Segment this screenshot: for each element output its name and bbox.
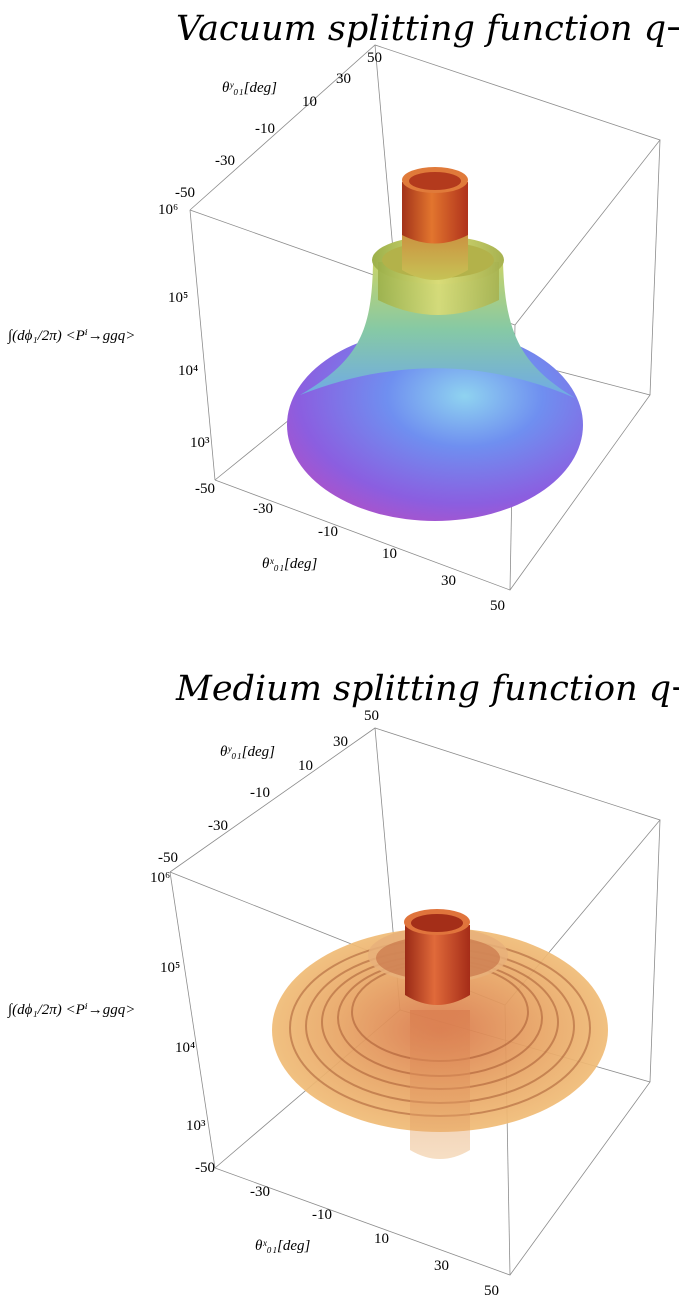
vacuum-x-tick: 30 [441, 573, 456, 589]
medium-z-axis-label: ∫(dϕ₁/2π) <Pⁱ→ggq> [7, 1002, 135, 1018]
vacuum-panel: Vacuum splitting function q→ggq -50 -3 [7, 9, 679, 614]
vacuum-surface [287, 167, 583, 521]
vacuum-x-tick: -50 [195, 481, 215, 497]
medium-x-tick: 10 [374, 1231, 389, 1247]
vacuum-y-axis: -50 -30 -10 10 30 50 θʸ₀₁[deg] [175, 50, 382, 201]
medium-y-tick: -50 [158, 850, 178, 866]
vacuum-x-tick: -10 [318, 524, 338, 540]
vacuum-title: Vacuum splitting function q→ggq [176, 9, 679, 49]
vacuum-surface-stem [402, 182, 468, 244]
medium-surface-stem-lower [410, 1010, 470, 1159]
medium-x-axis: -50 -30 -10 10 30 50 θˣ₀₁[deg] [195, 1160, 499, 1299]
vacuum-surface-flare [300, 262, 575, 398]
vacuum-y-tick: 30 [336, 71, 351, 87]
medium-title: Medium splitting function q→ggq [175, 669, 679, 709]
medium-x-tick: 30 [434, 1258, 449, 1274]
medium-z-tick: 10⁵ [160, 960, 180, 976]
vacuum-surface-stem-hole [409, 172, 461, 190]
medium-y-tick: 50 [364, 708, 379, 724]
medium-z-tick: 10⁴ [175, 1040, 195, 1056]
medium-x-tick: -30 [250, 1184, 270, 1200]
vacuum-z-tick: 10⁵ [168, 290, 188, 306]
medium-y-tick: 10 [298, 758, 313, 774]
medium-x-tick: -10 [312, 1207, 332, 1223]
vacuum-x-axis-label: θˣ₀₁[deg] [262, 556, 318, 572]
vacuum-x-tick: -30 [253, 501, 273, 517]
medium-y-axis-label: θʸ₀₁[deg] [220, 744, 275, 760]
vacuum-y-tick: -50 [175, 185, 195, 201]
vacuum-y-tick: -30 [215, 153, 235, 169]
medium-surface-stem [405, 925, 470, 1005]
vacuum-y-axis-label: θʸ₀₁[deg] [222, 80, 277, 96]
medium-y-tick: 30 [333, 734, 348, 750]
medium-z-tick: 10⁶ [150, 870, 170, 886]
medium-x-axis-label: θˣ₀₁[deg] [255, 1238, 311, 1254]
vacuum-y-tick: -10 [255, 121, 275, 137]
vacuum-z-tick: 10⁶ [158, 202, 178, 218]
vacuum-x-axis: -50 -30 -10 10 30 50 θˣ₀₁[deg] [195, 481, 505, 614]
vacuum-surface-base [287, 329, 583, 521]
vacuum-y-tick: 50 [367, 50, 382, 66]
vacuum-x-tick: 10 [382, 546, 397, 562]
vacuum-z-tick: 10⁴ [178, 363, 198, 379]
vacuum-z-tick: 10³ [190, 435, 210, 451]
medium-z-axis: 10⁶ 10⁵ 10⁴ 10³ ∫(dϕ₁/2π) <Pⁱ→ggq> [7, 870, 206, 1134]
vacuum-surface-tier-wall [378, 262, 499, 315]
medium-x-tick: -50 [195, 1160, 215, 1176]
medium-z-tick: 10³ [186, 1118, 206, 1134]
medium-surface-stem-hole [411, 914, 463, 932]
medium-y-tick: -10 [250, 785, 270, 801]
vacuum-x-tick: 50 [490, 598, 505, 614]
medium-y-tick: -30 [208, 818, 228, 834]
vacuum-y-tick: 10 [302, 94, 317, 110]
medium-panel: Medium splitting function q→ggq [7, 669, 679, 1299]
vacuum-z-axis: 10⁶ 10⁵ 10⁴ 10³ ∫(dϕ₁/2π) <Pⁱ→ggq> [7, 202, 210, 451]
medium-surface [272, 909, 608, 1159]
medium-x-tick: 50 [484, 1283, 499, 1299]
medium-y-axis: -50 -30 -10 10 30 50 θʸ₀₁[deg] [158, 708, 379, 866]
vacuum-z-axis-label: ∫(dϕ₁/2π) <Pⁱ→ggq> [7, 328, 135, 344]
